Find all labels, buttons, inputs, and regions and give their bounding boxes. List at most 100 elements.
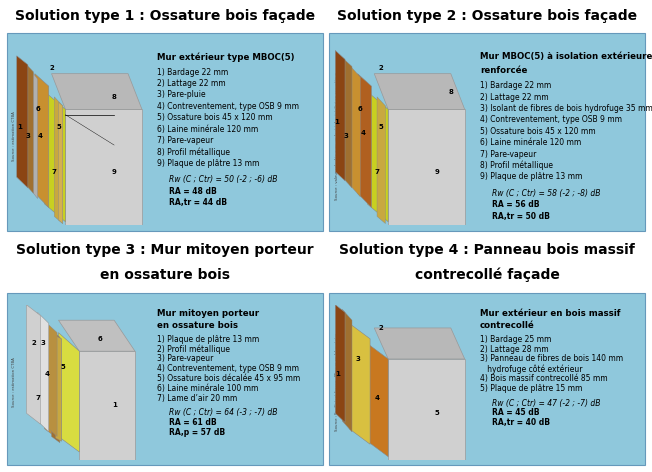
Text: 2) Lattage 22 mm: 2) Lattage 22 mm <box>157 79 226 88</box>
Text: 4) Contreventement, type OSB 9 mm: 4) Contreventement, type OSB 9 mm <box>157 102 299 111</box>
Text: Rw (C ; Ctr) = 50 (-2 ; -6) dB: Rw (C ; Ctr) = 50 (-2 ; -6) dB <box>169 176 277 185</box>
Text: Solution type 1 : Ossature bois façade: Solution type 1 : Ossature bois façade <box>14 9 315 24</box>
Text: 3: 3 <box>40 340 46 346</box>
Text: Solution type 4 : Panneau bois massif: Solution type 4 : Panneau bois massif <box>340 243 635 257</box>
Text: 1: 1 <box>334 119 339 125</box>
Text: 2) Profil métallique: 2) Profil métallique <box>157 345 230 354</box>
Polygon shape <box>357 74 372 208</box>
Text: 1) Plaque de plâtre 13 mm: 1) Plaque de plâtre 13 mm <box>157 335 259 344</box>
Text: Source : valeur calculée avec un logiciel spécialisé en acoustique: Source : valeur calculée avec un logicie… <box>334 72 338 200</box>
Text: 6) Laine minérale 120 mm: 6) Laine minérale 120 mm <box>480 138 581 147</box>
Text: 8) Profil métallique: 8) Profil métallique <box>480 161 553 170</box>
Text: 9: 9 <box>434 169 439 175</box>
Text: 8: 8 <box>111 94 117 100</box>
Polygon shape <box>54 97 63 224</box>
Text: 5) Ossature bois 45 x 120 mm: 5) Ossature bois 45 x 120 mm <box>157 113 273 122</box>
Text: 4) Bois massif contrecollé 85 mm: 4) Bois massif contrecollé 85 mm <box>480 374 608 383</box>
Text: 2: 2 <box>379 325 383 331</box>
Text: 3: 3 <box>25 133 30 139</box>
Polygon shape <box>55 336 61 441</box>
Polygon shape <box>59 333 80 452</box>
Text: Mur mitoyen porteur: Mur mitoyen porteur <box>157 309 259 318</box>
Text: 4) Contreventement, type OSB 9 mm: 4) Contreventement, type OSB 9 mm <box>157 364 299 373</box>
Polygon shape <box>65 110 142 225</box>
Polygon shape <box>59 102 63 224</box>
Text: 1) Bardage 22 mm: 1) Bardage 22 mm <box>157 67 228 77</box>
Text: RA,tr = 40 dB: RA,tr = 40 dB <box>492 418 550 427</box>
Text: 4: 4 <box>374 395 379 401</box>
Text: Mur MBOC(5) à isolation extérieure: Mur MBOC(5) à isolation extérieure <box>480 52 652 61</box>
Text: 2: 2 <box>379 65 383 71</box>
Polygon shape <box>349 65 361 197</box>
Polygon shape <box>52 331 60 443</box>
Text: hydrofuge côté extérieur: hydrofuge côté extérieur <box>480 364 582 374</box>
Text: Solution type 3 : Mur mitoyen porteur: Solution type 3 : Mur mitoyen porteur <box>16 243 314 257</box>
Text: 6: 6 <box>358 106 363 112</box>
Text: 5) Ossature bois 45 x 120 mm: 5) Ossature bois 45 x 120 mm <box>480 127 595 136</box>
Text: 6: 6 <box>35 106 40 112</box>
Text: 5: 5 <box>434 410 439 416</box>
Text: 7: 7 <box>52 169 57 175</box>
Text: Source : Feuilletant france - Mesure en laboratoire: Source : Feuilletant france - Mesure en … <box>334 333 338 431</box>
Text: Solution type 2 : Ossature bois façade: Solution type 2 : Ossature bois façade <box>337 9 638 24</box>
Text: 5: 5 <box>60 364 65 370</box>
Text: 3) Panneau de fibres de bois 140 mm: 3) Panneau de fibres de bois 140 mm <box>480 354 623 363</box>
Text: Mur extérieur type MBOC(5): Mur extérieur type MBOC(5) <box>157 52 295 62</box>
Text: 9: 9 <box>111 169 117 175</box>
Text: Source : estimation CTBA: Source : estimation CTBA <box>12 357 16 407</box>
Polygon shape <box>38 312 49 432</box>
Text: 1: 1 <box>111 403 117 408</box>
Text: 9) Plaque de plâtre 13 mm: 9) Plaque de plâtre 13 mm <box>157 159 259 168</box>
Polygon shape <box>335 51 345 181</box>
Text: en ossature bois: en ossature bois <box>157 321 238 330</box>
Text: 6) Laine minérale 120 mm: 6) Laine minérale 120 mm <box>157 125 258 134</box>
Text: 2: 2 <box>49 65 54 71</box>
Polygon shape <box>367 92 388 222</box>
Text: RA,tr = 50 dB: RA,tr = 50 dB <box>492 212 550 221</box>
Text: Source : estimation CTBA: Source : estimation CTBA <box>12 111 16 161</box>
Text: RA = 48 dB: RA = 48 dB <box>169 187 216 196</box>
Polygon shape <box>342 309 352 432</box>
Polygon shape <box>374 74 465 110</box>
Polygon shape <box>52 74 142 110</box>
Text: contrecollé façade: contrecollé façade <box>415 268 560 282</box>
Polygon shape <box>31 70 38 199</box>
Polygon shape <box>388 110 465 225</box>
Polygon shape <box>80 351 135 460</box>
Text: 5) Ossature bois décalée 45 x 95 mm: 5) Ossature bois décalée 45 x 95 mm <box>157 374 301 383</box>
Text: contrecollé: contrecollé <box>480 321 535 330</box>
Text: 7: 7 <box>35 395 40 401</box>
Text: 1: 1 <box>336 371 340 378</box>
Polygon shape <box>335 305 345 422</box>
Text: 3: 3 <box>355 356 360 362</box>
Text: 3) Pare-vapeur: 3) Pare-vapeur <box>157 354 214 363</box>
Text: 3: 3 <box>344 133 349 139</box>
Text: 4) Contreventement, type OSB 9 mm: 4) Contreventement, type OSB 9 mm <box>480 116 622 125</box>
Text: Rw (C ; Ctr) = 58 (-2 ; -8) dB: Rw (C ; Ctr) = 58 (-2 ; -8) dB <box>492 189 600 198</box>
Text: 7) Pare-vapeur: 7) Pare-vapeur <box>157 136 214 145</box>
Text: 7) Lame d’air 20 mm: 7) Lame d’air 20 mm <box>157 394 237 403</box>
Text: 2: 2 <box>31 340 36 346</box>
Polygon shape <box>44 323 61 441</box>
Text: Rw (C ; Ctr) = 64 (-3 ; -7) dB: Rw (C ; Ctr) = 64 (-3 ; -7) dB <box>169 408 277 417</box>
Text: 4: 4 <box>38 133 43 139</box>
Polygon shape <box>25 63 33 193</box>
Text: 1) Bardage 22 mm: 1) Bardage 22 mm <box>480 81 551 90</box>
Text: 3) Isolant de fibres de bois hydrofuge 35 mm: 3) Isolant de fibres de bois hydrofuge 3… <box>480 104 652 113</box>
Text: Mur extérieur en bois massif: Mur extérieur en bois massif <box>480 309 621 318</box>
Text: RA = 56 dB: RA = 56 dB <box>492 201 539 210</box>
Text: 1) Bardage 25 mm: 1) Bardage 25 mm <box>480 335 552 344</box>
Text: RA = 61 dB: RA = 61 dB <box>169 418 216 427</box>
Polygon shape <box>27 305 40 424</box>
Polygon shape <box>49 325 57 437</box>
Text: 6) Laine minérale 100 mm: 6) Laine minérale 100 mm <box>157 384 259 393</box>
Text: 5: 5 <box>379 124 383 130</box>
Text: 4: 4 <box>45 371 50 378</box>
Text: 2) Lattage 28 mm: 2) Lattage 28 mm <box>480 345 548 354</box>
Text: 3) Pare-pluie: 3) Pare-pluie <box>157 91 206 100</box>
Text: 4: 4 <box>361 129 366 135</box>
Polygon shape <box>388 359 465 460</box>
Text: 6: 6 <box>98 336 102 342</box>
Polygon shape <box>367 344 388 456</box>
Polygon shape <box>349 323 370 444</box>
